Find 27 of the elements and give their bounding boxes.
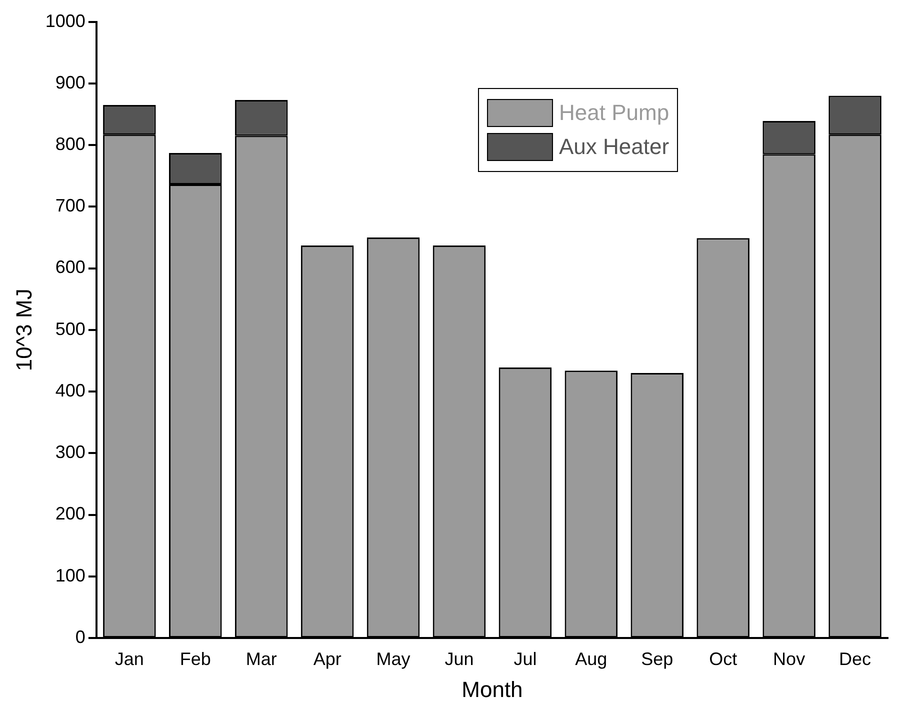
x-tick-label: Jun <box>444 648 474 669</box>
x-tick-label: Mar <box>246 648 277 669</box>
y-tick-label: 400 <box>55 380 86 400</box>
y-tick-label: 700 <box>55 196 86 216</box>
y-tick-label: 800 <box>55 134 86 154</box>
x-tick-label: Sep <box>641 648 674 669</box>
text: Heat Pump <box>559 100 670 126</box>
x-tick-label: Dec <box>839 648 872 669</box>
x-tick-label: Oct <box>709 648 738 669</box>
x-tick-label: Apr <box>313 648 342 669</box>
legend-label: Aux Heater <box>559 134 670 160</box>
x-tick-label: May <box>376 648 410 669</box>
y-tick-label: 1000 <box>45 10 86 31</box>
y-tick-label: 500 <box>55 318 86 339</box>
y-axis-title: 10^3 MJ <box>11 288 36 372</box>
y-tick-label: 900 <box>55 72 86 92</box>
y-tick-label: 0 <box>75 626 86 647</box>
x-tick-label: Nov <box>773 648 806 669</box>
x-tick-label: Jul <box>514 648 537 669</box>
x-tick-label: Aug <box>575 648 608 669</box>
y-tick-label: 600 <box>55 257 86 278</box>
x-axis-title: Month <box>462 676 523 702</box>
x-tick-label: Jan <box>114 648 144 669</box>
y-tick-label: 300 <box>55 442 86 462</box>
x-tick-label: Feb <box>180 648 211 669</box>
y-tick-label: 200 <box>55 504 86 524</box>
y-tick-label: 100 <box>55 565 86 586</box>
